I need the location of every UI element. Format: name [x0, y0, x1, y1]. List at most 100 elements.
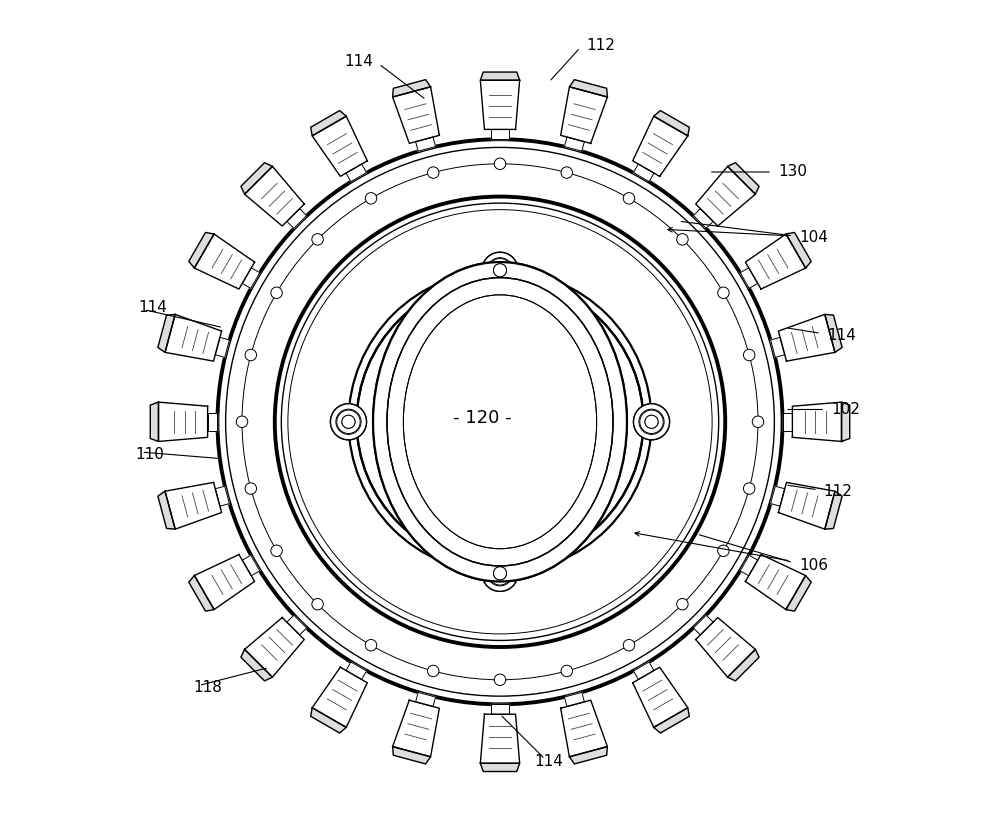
Circle shape — [342, 415, 355, 428]
Polygon shape — [740, 555, 758, 576]
Circle shape — [271, 287, 282, 298]
Circle shape — [342, 415, 355, 428]
Polygon shape — [633, 662, 654, 680]
Circle shape — [493, 567, 507, 580]
Circle shape — [330, 404, 367, 440]
Circle shape — [330, 404, 367, 440]
Circle shape — [487, 258, 513, 283]
Circle shape — [217, 139, 783, 704]
Polygon shape — [728, 649, 759, 681]
Polygon shape — [189, 233, 214, 268]
Circle shape — [752, 416, 764, 428]
Polygon shape — [241, 649, 272, 681]
Circle shape — [493, 264, 507, 277]
Polygon shape — [480, 72, 520, 80]
Circle shape — [561, 167, 573, 179]
Circle shape — [623, 640, 635, 651]
Polygon shape — [245, 618, 304, 677]
Polygon shape — [696, 166, 755, 226]
Polygon shape — [564, 137, 584, 152]
Polygon shape — [312, 116, 367, 176]
Circle shape — [623, 192, 635, 204]
Polygon shape — [150, 402, 158, 441]
Polygon shape — [393, 700, 439, 757]
Circle shape — [493, 567, 507, 580]
Circle shape — [640, 410, 663, 433]
Polygon shape — [416, 137, 436, 152]
Polygon shape — [242, 555, 260, 576]
Circle shape — [482, 555, 518, 591]
Circle shape — [236, 416, 248, 428]
Polygon shape — [416, 692, 436, 707]
Circle shape — [633, 404, 670, 440]
Circle shape — [365, 640, 377, 651]
Polygon shape — [771, 337, 785, 357]
Text: 106: 106 — [799, 558, 828, 572]
Text: 114: 114 — [138, 300, 167, 314]
Polygon shape — [287, 615, 307, 635]
Polygon shape — [311, 708, 346, 733]
Polygon shape — [778, 482, 835, 529]
Circle shape — [743, 483, 755, 495]
Ellipse shape — [373, 262, 627, 581]
Polygon shape — [654, 708, 689, 733]
Text: 130: 130 — [778, 165, 807, 179]
Polygon shape — [728, 163, 759, 194]
Circle shape — [275, 197, 725, 647]
Polygon shape — [393, 747, 431, 764]
Polygon shape — [825, 491, 842, 529]
Polygon shape — [242, 268, 260, 288]
Circle shape — [482, 555, 518, 591]
Polygon shape — [696, 618, 755, 677]
Circle shape — [561, 665, 573, 676]
Circle shape — [645, 415, 658, 428]
Circle shape — [357, 278, 643, 565]
Polygon shape — [165, 314, 222, 361]
Circle shape — [743, 349, 755, 360]
Circle shape — [336, 410, 361, 434]
Polygon shape — [215, 486, 229, 506]
Text: 112: 112 — [586, 38, 615, 52]
Circle shape — [312, 599, 323, 610]
Polygon shape — [393, 79, 431, 97]
Polygon shape — [480, 763, 520, 771]
Circle shape — [493, 264, 507, 277]
Circle shape — [427, 665, 439, 676]
Circle shape — [718, 287, 729, 298]
Polygon shape — [654, 111, 689, 136]
Polygon shape — [786, 233, 811, 268]
Circle shape — [645, 415, 658, 428]
Circle shape — [677, 599, 688, 610]
Text: 110: 110 — [136, 447, 164, 462]
Polygon shape — [561, 87, 607, 143]
Circle shape — [494, 158, 506, 170]
Polygon shape — [771, 486, 785, 506]
Circle shape — [494, 674, 506, 686]
Circle shape — [488, 259, 512, 282]
Polygon shape — [158, 314, 175, 352]
Circle shape — [245, 349, 257, 360]
Polygon shape — [633, 116, 688, 176]
Polygon shape — [745, 234, 806, 289]
Circle shape — [271, 545, 282, 557]
Circle shape — [482, 252, 518, 288]
Circle shape — [718, 545, 729, 557]
Polygon shape — [287, 209, 307, 229]
Ellipse shape — [373, 262, 627, 581]
Polygon shape — [745, 554, 806, 609]
Text: 102: 102 — [832, 402, 861, 417]
Polygon shape — [215, 337, 229, 357]
Polygon shape — [194, 554, 255, 609]
Polygon shape — [393, 87, 439, 143]
Text: 114: 114 — [344, 54, 373, 69]
Polygon shape — [480, 714, 520, 763]
Polygon shape — [792, 402, 842, 441]
Polygon shape — [564, 692, 584, 707]
Circle shape — [677, 233, 688, 245]
Polygon shape — [842, 402, 850, 441]
Circle shape — [245, 483, 257, 495]
Polygon shape — [693, 209, 713, 229]
Polygon shape — [740, 268, 758, 288]
Polygon shape — [189, 576, 214, 611]
Polygon shape — [693, 615, 713, 635]
